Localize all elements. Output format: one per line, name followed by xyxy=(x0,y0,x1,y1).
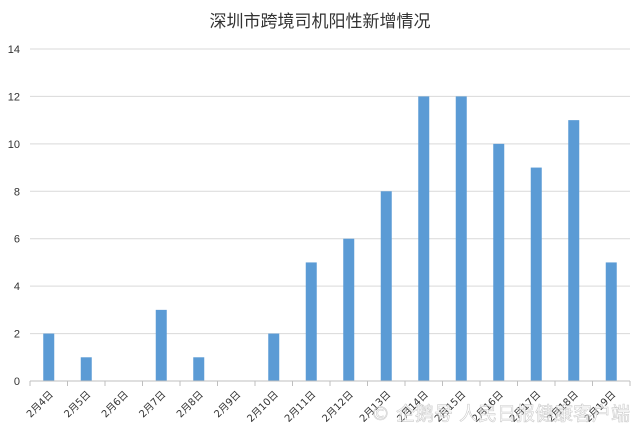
bar xyxy=(43,333,55,381)
x-tick-label: 2月12日 xyxy=(320,389,356,425)
gridlines xyxy=(30,48,630,335)
bars xyxy=(43,96,617,382)
bar xyxy=(493,143,505,381)
x-tick-label: 2月10日 xyxy=(245,389,281,425)
y-tick-label: 10 xyxy=(8,139,20,151)
x-tick-label: 2月4日 xyxy=(24,389,56,421)
x-tick-label: 2月5日 xyxy=(62,389,94,421)
y-axis-ticks: 0 2 4 6 8 10 12 14 xyxy=(8,44,20,388)
y-tick-label: 2 xyxy=(14,329,20,341)
chart-title: 深圳市跨境司机阳性新增情况 xyxy=(210,12,431,32)
y-tick-label: 0 xyxy=(14,376,20,388)
y-tick-label: 4 xyxy=(14,281,20,293)
bar xyxy=(605,262,617,381)
x-tick-label: 2月11日 xyxy=(282,389,318,425)
bar xyxy=(380,191,392,381)
y-tick-label: 14 xyxy=(8,44,20,56)
bar xyxy=(268,333,280,381)
y-tick-label: 8 xyxy=(14,186,20,198)
bar xyxy=(455,96,467,381)
x-tick-label: 2月7日 xyxy=(137,389,169,421)
x-tick-label: 2月8日 xyxy=(174,389,206,421)
x-tick-label: 2月6日 xyxy=(99,389,131,421)
x-tick-label: 2月9日 xyxy=(212,389,244,421)
y-tick-label: 6 xyxy=(14,234,20,246)
watermark: © 企鹅号 人民日报健康客户端 xyxy=(371,403,630,425)
bar xyxy=(193,357,205,381)
bar xyxy=(80,357,92,381)
bar xyxy=(418,96,430,381)
bar xyxy=(305,262,317,381)
y-tick-label: 12 xyxy=(8,91,20,103)
bar xyxy=(343,238,355,381)
bar xyxy=(530,167,542,381)
bar xyxy=(155,309,167,381)
bar xyxy=(568,120,580,382)
